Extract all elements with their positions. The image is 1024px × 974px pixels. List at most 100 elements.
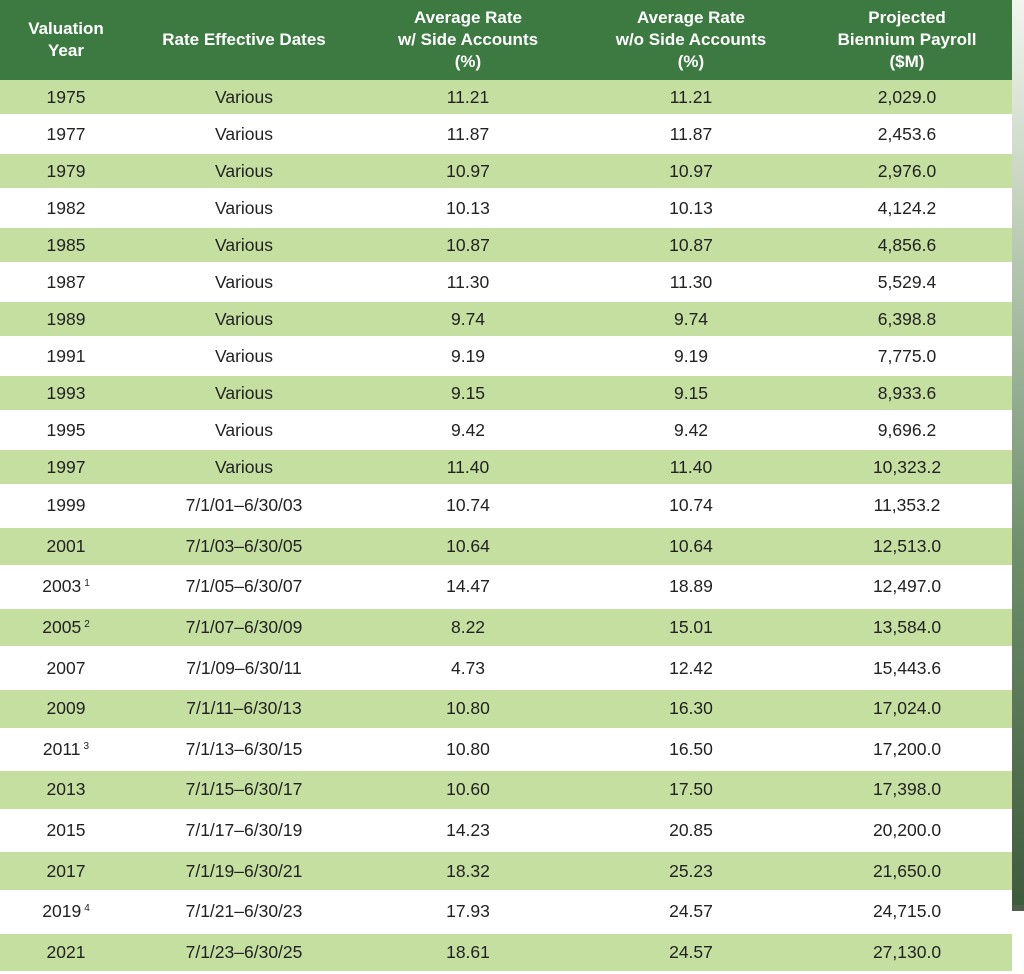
cell-rate-with-side-accounts: 18.32	[356, 850, 580, 893]
cell-valuation-year: 2015	[0, 810, 132, 853]
table-row: 2013 7/1/15–6/30/17 10.60 17.50 17,398.0	[0, 769, 1012, 812]
table-row: 1975 Various 11.21 11.21 2,029.0	[0, 80, 1012, 117]
cell-projected-payroll: 5,529.4	[802, 263, 1012, 302]
cell-rate-effective-dates: 7/1/09–6/30/11	[132, 647, 356, 690]
cell-rate-effective-dates: Various	[132, 448, 356, 487]
cell-rate-effective-dates: 7/1/07–6/30/09	[132, 607, 356, 650]
cell-projected-payroll: 2,029.0	[802, 80, 1012, 117]
cell-rate-without-side-accounts: 16.50	[580, 729, 802, 772]
cell-valuation-year: 2009	[0, 688, 132, 731]
cell-rate-with-side-accounts: 10.87	[356, 226, 580, 265]
cell-valuation-year: 1991	[0, 337, 132, 376]
cell-rate-without-side-accounts: 24.57	[580, 891, 802, 934]
cell-valuation-year: 2017	[0, 850, 132, 893]
cell-valuation-year: 1985	[0, 226, 132, 265]
table-row: 1982 Various 10.13 10.13 4,124.2	[0, 189, 1012, 228]
cell-rate-effective-dates: Various	[132, 300, 356, 339]
cell-valuation-year: 1999	[0, 485, 132, 528]
cell-rate-without-side-accounts: 11.21	[580, 80, 802, 117]
cell-rate-with-side-accounts: 4.73	[356, 647, 580, 690]
cell-rate-effective-dates: Various	[132, 411, 356, 450]
cell-valuation-year: 2003 1	[0, 566, 132, 609]
cell-rate-without-side-accounts: 10.13	[580, 189, 802, 228]
cell-rate-without-side-accounts: 11.87	[580, 115, 802, 154]
cell-rate-without-side-accounts: 11.40	[580, 448, 802, 487]
table-row: 1997 Various 11.40 11.40 10,323.2	[0, 448, 1012, 487]
header-row: Valuation Year Rate Effective Dates Aver…	[0, 0, 1012, 80]
cell-rate-without-side-accounts: 12.42	[580, 647, 802, 690]
cell-rate-without-side-accounts: 9.74	[580, 300, 802, 339]
table-row: 1995 Various 9.42 9.42 9,696.2	[0, 411, 1012, 450]
cell-rate-with-side-accounts: 10.74	[356, 485, 580, 528]
cell-rate-with-side-accounts: 10.60	[356, 769, 580, 812]
header-rate-without-side-accounts: Average Rate w/o Side Accounts (%)	[580, 0, 802, 80]
cell-rate-with-side-accounts: 10.97	[356, 152, 580, 191]
cell-projected-payroll: 9,696.2	[802, 411, 1012, 450]
cell-rate-without-side-accounts: 16.30	[580, 688, 802, 731]
cell-rate-effective-dates: 7/1/03–6/30/05	[132, 526, 356, 569]
cell-rate-with-side-accounts: 9.74	[356, 300, 580, 339]
cell-rate-without-side-accounts: 25.23	[580, 850, 802, 893]
table-row: 1991 Various 9.19 9.19 7,775.0	[0, 337, 1012, 376]
cell-projected-payroll: 24,715.0	[802, 891, 1012, 934]
cell-projected-payroll: 12,497.0	[802, 566, 1012, 609]
footnote-marker: 4	[84, 903, 90, 915]
header-rate-with-side-accounts: Average Rate w/ Side Accounts (%)	[356, 0, 580, 80]
cell-rate-effective-dates: 7/1/19–6/30/21	[132, 850, 356, 893]
header-valuation-year: Valuation Year	[0, 0, 132, 80]
table-row: 2015 7/1/17–6/30/19 14.23 20.85 20,200.0	[0, 810, 1012, 853]
cell-projected-payroll: 4,124.2	[802, 189, 1012, 228]
cell-rate-with-side-accounts: 10.80	[356, 729, 580, 772]
cell-rate-with-side-accounts: 9.19	[356, 337, 580, 376]
cell-rate-with-side-accounts: 9.42	[356, 411, 580, 450]
cell-projected-payroll: 7,775.0	[802, 337, 1012, 376]
cell-rate-effective-dates: Various	[132, 226, 356, 265]
cell-projected-payroll: 15,443.6	[802, 647, 1012, 690]
table-row: 1989 Various 9.74 9.74 6,398.8	[0, 300, 1012, 339]
background-edge	[1012, 0, 1024, 911]
cell-valuation-year: 2013	[0, 769, 132, 812]
cell-valuation-year: 1989	[0, 300, 132, 339]
cell-rate-effective-dates: Various	[132, 80, 356, 117]
cell-rate-effective-dates: Various	[132, 152, 356, 191]
cell-valuation-year: 1995	[0, 411, 132, 450]
table-row: 1977 Various 11.87 11.87 2,453.6	[0, 115, 1012, 154]
cell-rate-effective-dates: 7/1/17–6/30/19	[132, 810, 356, 853]
cell-projected-payroll: 21,650.0	[802, 850, 1012, 893]
cell-projected-payroll: 27,130.0	[802, 932, 1012, 974]
cell-rate-without-side-accounts: 15.01	[580, 607, 802, 650]
cell-rate-with-side-accounts: 17.93	[356, 891, 580, 934]
cell-rate-with-side-accounts: 11.30	[356, 263, 580, 302]
cell-rate-without-side-accounts: 10.64	[580, 526, 802, 569]
cell-rate-effective-dates: 7/1/23–6/30/25	[132, 932, 356, 974]
footnote-marker: 2	[84, 619, 90, 631]
table-row: 1987 Various 11.30 11.30 5,529.4	[0, 263, 1012, 302]
table-body: 1975 Various 11.21 11.21 2,029.0 1977 Various 1…	[0, 80, 1012, 974]
cell-projected-payroll: 17,200.0	[802, 729, 1012, 772]
cell-projected-payroll: 4,856.6	[802, 226, 1012, 265]
cell-valuation-year: 1979	[0, 152, 132, 191]
cell-rate-without-side-accounts: 11.30	[580, 263, 802, 302]
cell-rate-without-side-accounts: 10.87	[580, 226, 802, 265]
cell-valuation-year: 2019 4	[0, 891, 132, 934]
table-row: 2009 7/1/11–6/30/13 10.80 16.30 17,024.0	[0, 688, 1012, 731]
cell-rate-without-side-accounts: 9.42	[580, 411, 802, 450]
cell-rate-effective-dates: Various	[132, 189, 356, 228]
table-row: 2019 4 7/1/21–6/30/23 17.93 24.57 24,715.0	[0, 891, 1012, 934]
table-row: 1979 Various 10.97 10.97 2,976.0	[0, 152, 1012, 191]
cell-projected-payroll: 17,398.0	[802, 769, 1012, 812]
table-row: 1999 7/1/01–6/30/03 10.74 10.74 11,353.2	[0, 485, 1012, 528]
cell-valuation-year: 1993	[0, 374, 132, 413]
table-row: 1985 Various 10.87 10.87 4,856.6	[0, 226, 1012, 265]
cell-projected-payroll: 6,398.8	[802, 300, 1012, 339]
cell-projected-payroll: 20,200.0	[802, 810, 1012, 853]
cell-rate-with-side-accounts: 10.64	[356, 526, 580, 569]
cell-rate-effective-dates: 7/1/15–6/30/17	[132, 769, 356, 812]
cell-rate-effective-dates: Various	[132, 115, 356, 154]
cell-rate-effective-dates: 7/1/01–6/30/03	[132, 485, 356, 528]
table-row: 1993 Various 9.15 9.15 8,933.6	[0, 374, 1012, 413]
cell-projected-payroll: 8,933.6	[802, 374, 1012, 413]
cell-rate-effective-dates: Various	[132, 374, 356, 413]
cell-rate-effective-dates: Various	[132, 263, 356, 302]
cell-rate-effective-dates: 7/1/21–6/30/23	[132, 891, 356, 934]
